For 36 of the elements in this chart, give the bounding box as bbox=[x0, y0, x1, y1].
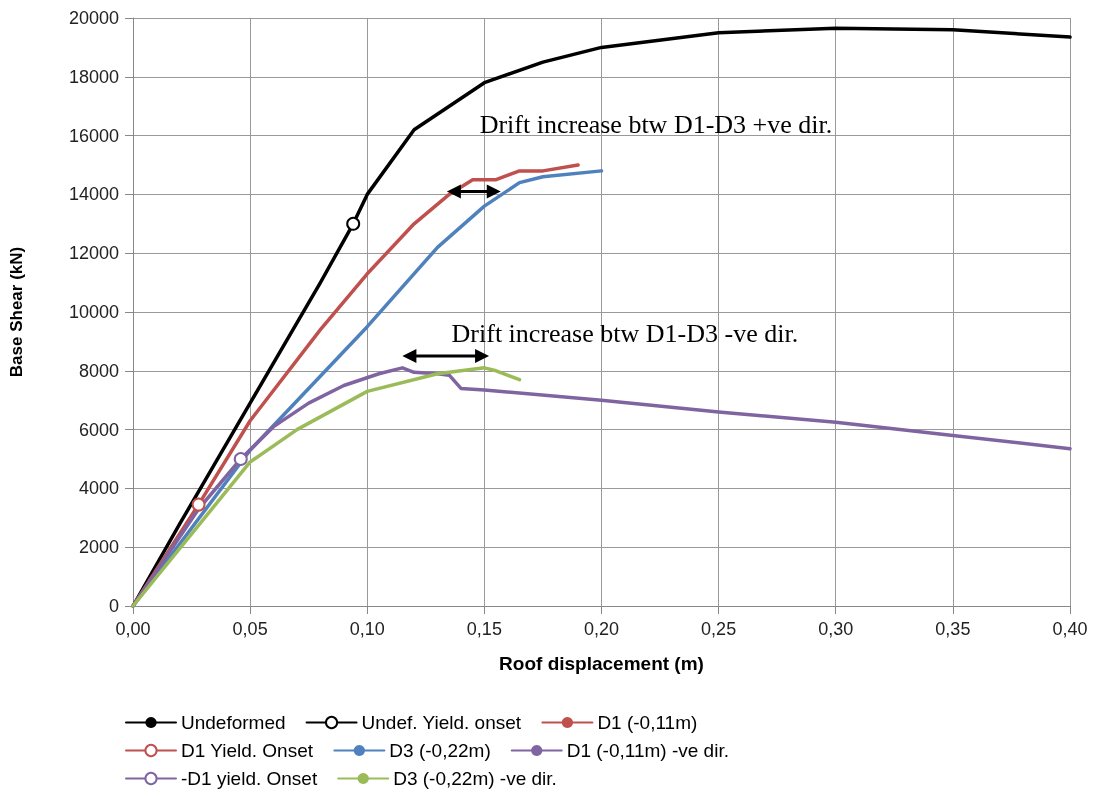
line-series bbox=[131, 366, 522, 608]
y-tick-label: 18000 bbox=[68, 66, 119, 87]
legend-label: D1 (-0,11m) bbox=[597, 712, 698, 733]
y-tick-label: 2000 bbox=[78, 537, 119, 558]
x-tick-label: 0,20 bbox=[583, 619, 620, 639]
legend-label: D1 (-0,11m) -ve dir. bbox=[566, 740, 729, 761]
y-tick-label: 4000 bbox=[78, 478, 119, 499]
legend-label: D3 (-0,22m) bbox=[389, 740, 491, 761]
y-tick-label: 16000 bbox=[68, 125, 119, 146]
x-axis-title: Roof displacement (m) bbox=[499, 653, 704, 674]
x-tick-label: 0,15 bbox=[466, 619, 502, 639]
y-tick-label: 20000 bbox=[68, 8, 119, 28]
x-tick-label: 0,00 bbox=[115, 619, 151, 639]
annotation: Drift increase btw D1-D3 +ve dir. bbox=[479, 109, 833, 140]
y-axis-title: Base Shear (kN) bbox=[7, 246, 26, 378]
x-tick-label: 0,05 bbox=[232, 619, 268, 639]
legend-label: Undeformed bbox=[181, 712, 286, 733]
x-tick-label: 0,40 bbox=[1052, 619, 1088, 639]
y-tick-label: 10000 bbox=[68, 302, 119, 322]
legend-label: D1 Yield. Onset bbox=[181, 740, 314, 761]
y-tick-label: 12000 bbox=[68, 243, 119, 264]
annotation: Drift increase btw D1-D3 -ve dir. bbox=[451, 318, 799, 349]
point bbox=[346, 216, 361, 231]
point bbox=[233, 452, 248, 466]
y-tick-label: 8000 bbox=[78, 360, 119, 381]
x-tick-label: 0,10 bbox=[349, 619, 385, 639]
legend-label: D3 (-0,22m) -ve dir. bbox=[393, 768, 557, 789]
x-tick-label: 0,25 bbox=[701, 619, 737, 639]
legend-label: Undef. Yield. onset bbox=[361, 712, 522, 733]
y-tick-label: 0 bbox=[108, 596, 119, 616]
point bbox=[191, 497, 206, 512]
x-tick-label: 0,30 bbox=[818, 619, 854, 639]
y-tick-label: 6000 bbox=[78, 419, 119, 440]
legend-label: -D1 yield. Onset bbox=[181, 768, 318, 789]
x-tick-label: 0,35 bbox=[935, 619, 971, 639]
y-tick-label: 14000 bbox=[68, 184, 119, 205]
